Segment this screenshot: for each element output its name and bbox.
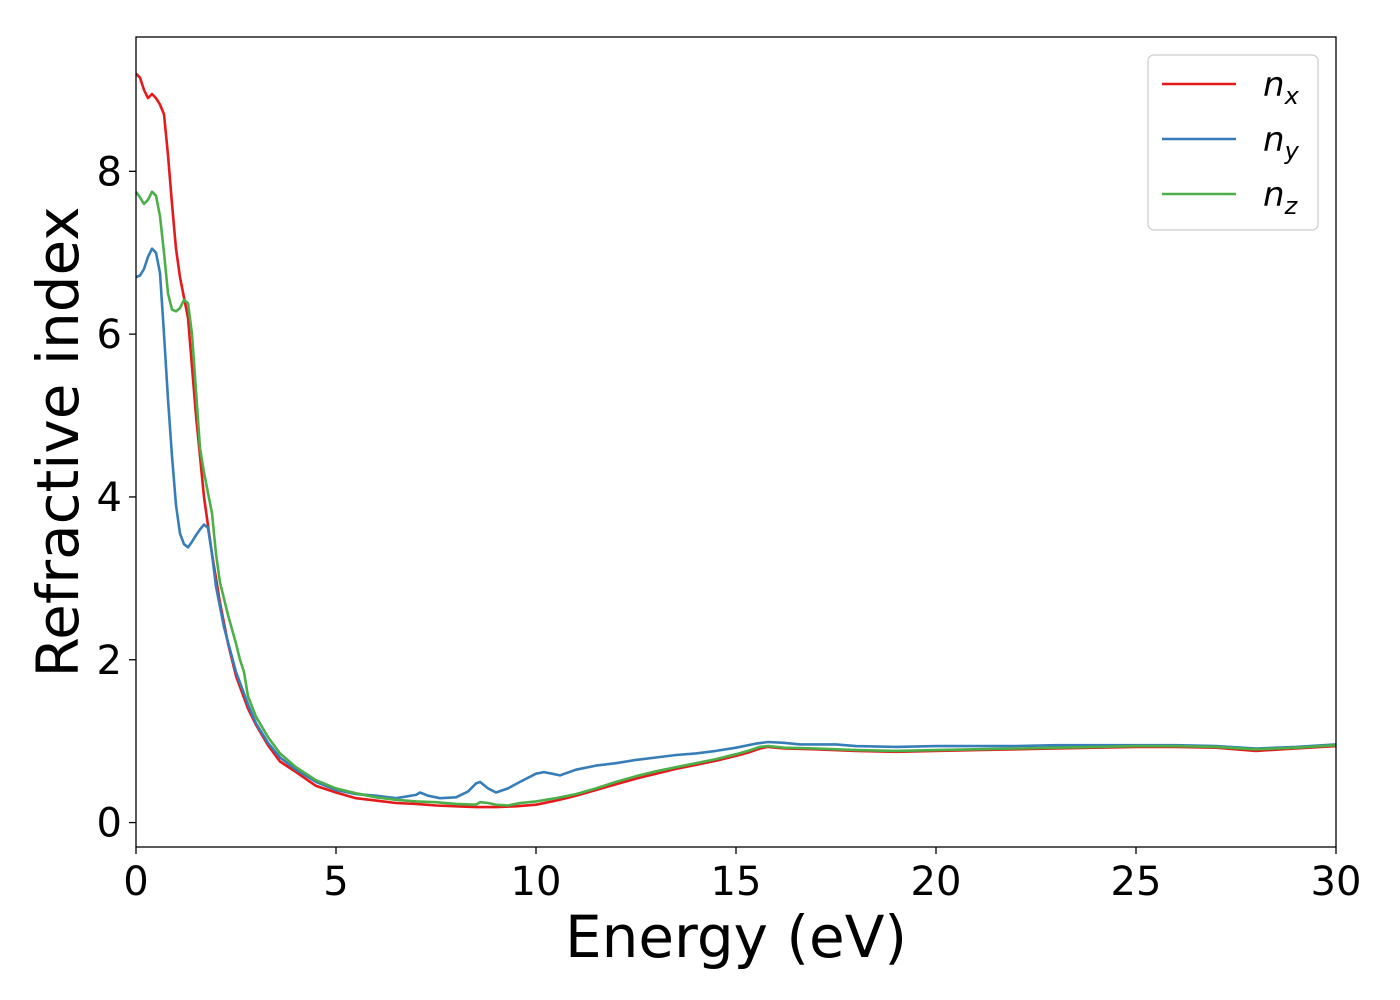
y-tick-label: 2 <box>97 638 122 684</box>
x-tick-label: 5 <box>323 859 348 905</box>
x-tick-label: 10 <box>511 859 562 905</box>
y-tick-label: 4 <box>97 475 122 521</box>
legend: nx ny nz <box>1147 54 1319 231</box>
series-layer <box>134 72 1337 809</box>
y-axis: 0 2 4 6 8 <box>97 149 136 847</box>
x-tick-label: 30 <box>1311 859 1362 905</box>
series-line-ny <box>135 247 1337 800</box>
x-tick-label: 25 <box>1111 859 1162 905</box>
legend-label-nx: nx <box>1263 65 1300 110</box>
x-tick-label: 0 <box>123 859 148 905</box>
y-axis-title: Refractive index <box>24 206 92 677</box>
series-line-nz <box>134 190 1337 807</box>
y-tick-label: 0 <box>97 801 122 847</box>
x-axis: 0 5 10 15 20 25 30 <box>123 847 1361 905</box>
x-tick-label: 20 <box>911 859 962 905</box>
legend-label-nz: nz <box>1263 175 1299 220</box>
legend-box <box>1147 54 1319 231</box>
x-axis-title: Energy (eV) <box>565 903 907 971</box>
y-tick-label: 8 <box>97 149 122 195</box>
y-tick-label: 6 <box>97 312 122 358</box>
legend-label-ny: ny <box>1263 120 1300 165</box>
x-tick-label: 15 <box>711 859 762 905</box>
